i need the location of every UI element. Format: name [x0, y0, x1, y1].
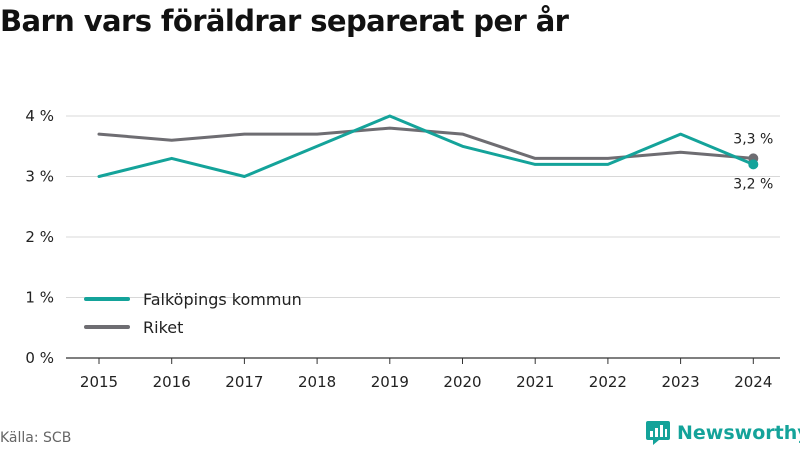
legend: Falköpings kommun Riket — [84, 290, 302, 337]
end-label-riket: 3,3 % — [733, 131, 773, 147]
x-tick-label: 2017 — [225, 373, 263, 391]
grid-lines — [66, 115, 780, 298]
x-axis: 2015 2016 2017 2018 2019 2020 2021 2022 2023 2024 — [66, 357, 780, 391]
x-tick-label: 2015 — [80, 373, 118, 391]
source-note: Källa: SCB — [0, 430, 72, 446]
legend-label: Falköpings kommun — [143, 290, 302, 309]
end-labels: 3,3 % 3,2 % — [733, 131, 773, 192]
y-tick-label: 4 % — [25, 107, 54, 125]
x-tick-label: 2018 — [298, 373, 336, 391]
newsworthy-logo: Newsworthy — [645, 420, 800, 446]
x-tick-label: 2021 — [516, 373, 554, 391]
legend-label: Riket — [143, 318, 183, 337]
y-tick-label: 1 % — [25, 289, 54, 307]
y-tick-label: 3 % — [25, 168, 54, 186]
series-lines — [97, 114, 755, 178]
y-axis-labels: 0 % 1 % 2 % 3 % 4 % — [25, 107, 54, 367]
x-tick-label: 2016 — [153, 373, 191, 391]
end-label-falkoping: 3,2 % — [733, 176, 773, 192]
series-line — [97, 114, 755, 178]
x-tick-label: 2024 — [734, 373, 772, 391]
series-end-point — [748, 159, 759, 170]
x-tick-label: 2023 — [662, 373, 700, 391]
x-tick-label: 2020 — [443, 373, 481, 391]
y-tick-label: 0 % — [25, 349, 54, 367]
brand-name: Newsworthy — [677, 422, 800, 444]
page-title: Barn vars föräldrar separerat per år — [0, 4, 569, 38]
y-tick-label: 2 % — [25, 228, 54, 246]
x-tick-label: 2019 — [371, 373, 409, 391]
x-tick-label: 2022 — [589, 373, 627, 391]
newsworthy-logo-icon — [646, 421, 670, 445]
